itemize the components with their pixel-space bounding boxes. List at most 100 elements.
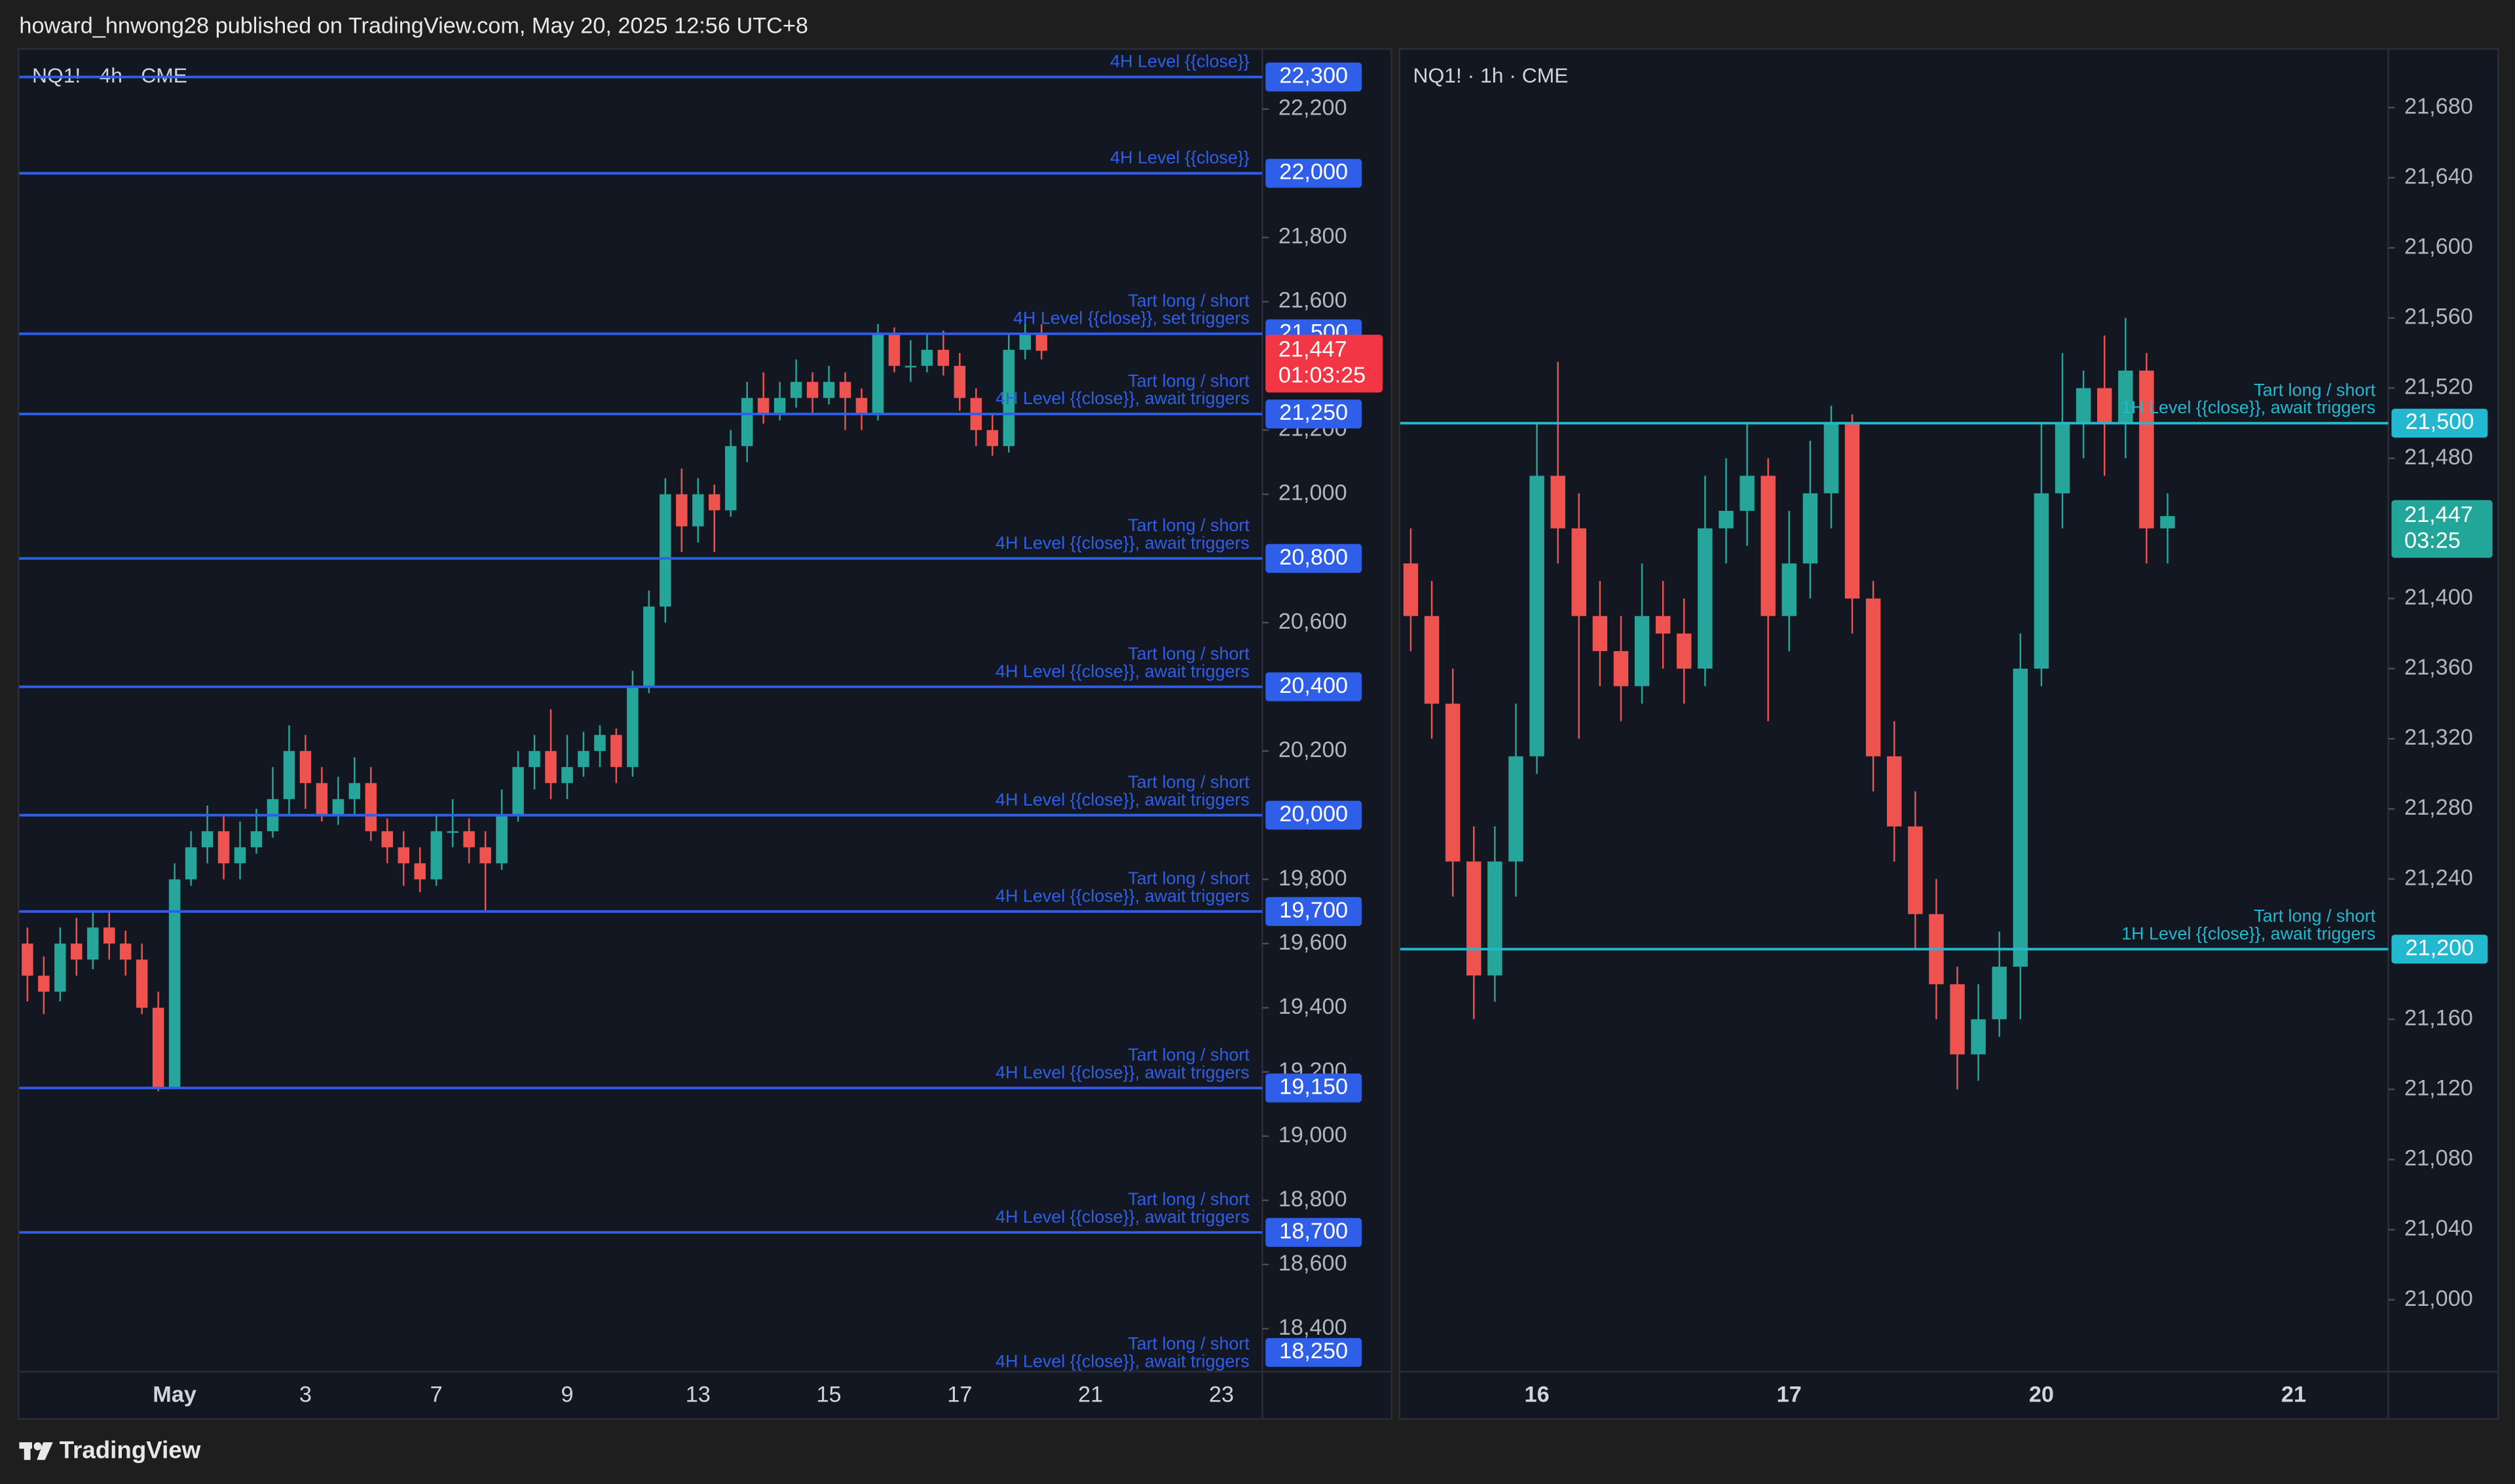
candle-body bbox=[1865, 598, 1881, 756]
candle-body bbox=[430, 831, 442, 880]
x-tick-label: 7 bbox=[430, 1382, 443, 1407]
y-tick-label: 21,600 bbox=[2404, 234, 2473, 259]
y-tick-label: 21,640 bbox=[2404, 164, 2473, 189]
logo-slash bbox=[37, 1442, 53, 1460]
candle-body bbox=[709, 494, 720, 511]
candle-body bbox=[87, 927, 99, 960]
x-tick-label: 15 bbox=[816, 1382, 841, 1407]
logo-stem bbox=[24, 1442, 31, 1460]
level-price-label: 18,700 bbox=[1279, 1219, 1348, 1244]
candle-body bbox=[2013, 668, 2028, 967]
level-text: Tart long / short bbox=[1128, 644, 1250, 663]
x-tick-label: 13 bbox=[686, 1382, 711, 1407]
candle-body bbox=[529, 751, 540, 768]
candle-body bbox=[986, 430, 999, 447]
level-text: 4H Level {{close}}, await triggers bbox=[996, 388, 1250, 408]
candle-body bbox=[954, 365, 966, 398]
candle-body bbox=[365, 783, 377, 832]
candle-body bbox=[348, 783, 361, 800]
candle-body bbox=[316, 783, 328, 815]
candle-body bbox=[904, 365, 917, 368]
candle-body bbox=[545, 751, 557, 783]
countdown-label: 03:25 bbox=[2404, 528, 2461, 553]
y-tick-label: 21,520 bbox=[2404, 375, 2473, 399]
candle-body bbox=[855, 398, 868, 415]
level-price-label: 21,200 bbox=[2405, 935, 2474, 960]
candle-body bbox=[1487, 861, 1502, 976]
logo-dot bbox=[33, 1442, 42, 1451]
y-tick-label: 19,000 bbox=[1278, 1122, 1347, 1147]
level-price-label: 21,250 bbox=[1279, 400, 1348, 425]
last-price-box bbox=[2391, 500, 2493, 558]
candle-body bbox=[757, 398, 770, 415]
candle-body bbox=[1571, 528, 1587, 616]
candle-body bbox=[1445, 703, 1461, 862]
candle-body bbox=[610, 735, 622, 768]
candle-body bbox=[1508, 756, 1523, 862]
level-price-box bbox=[1265, 1217, 1362, 1247]
y-tick-label: 18,400 bbox=[1278, 1315, 1347, 1340]
level-text: Tart long / short bbox=[2254, 380, 2375, 399]
candle-body bbox=[22, 943, 33, 976]
level-text: 4H Level {{close}}, await triggers bbox=[996, 790, 1250, 809]
level-price-box bbox=[1265, 897, 1362, 926]
y-tick-label: 20,600 bbox=[1278, 609, 1347, 634]
candle-body bbox=[594, 735, 606, 751]
level-price-box bbox=[1265, 544, 1362, 573]
level-text: 4H Level {{close}}, await triggers bbox=[996, 533, 1250, 553]
last-price-label: 21,447 bbox=[2404, 502, 2473, 527]
y-tick-label: 21,000 bbox=[2404, 1286, 2473, 1311]
last-price-label: 21,447 bbox=[1278, 337, 1347, 362]
candle-body bbox=[1019, 333, 1031, 350]
candle-body bbox=[103, 927, 115, 944]
candle-body bbox=[1592, 616, 1608, 652]
level-text: Tart long / short bbox=[1128, 515, 1250, 535]
level-text: Tart long / short bbox=[2254, 906, 2375, 925]
candle-body bbox=[136, 959, 148, 1008]
candle-body bbox=[1719, 511, 1734, 529]
candle-body bbox=[1992, 967, 2007, 1020]
candle-body bbox=[1823, 423, 1839, 494]
level-price-box bbox=[2391, 409, 2488, 438]
y-tick-label: 21,400 bbox=[2404, 585, 2473, 610]
candle-body bbox=[1802, 493, 1818, 564]
x-tick-label: 17 bbox=[1777, 1382, 1802, 1407]
y-tick-label: 21,080 bbox=[2404, 1146, 2473, 1171]
candle-body bbox=[1655, 616, 1671, 634]
x-tick-label: 23 bbox=[1209, 1382, 1234, 1407]
candle-body bbox=[1677, 633, 1692, 669]
level-text: 4H Level {{close}}, await triggers bbox=[996, 661, 1250, 681]
y-tick-label: 19,400 bbox=[1278, 994, 1347, 1019]
candle-body bbox=[2160, 516, 2175, 529]
y-tick-label: 21,280 bbox=[2404, 795, 2473, 820]
y-tick-label: 21,160 bbox=[2404, 1005, 2473, 1030]
candle-body bbox=[2076, 388, 2091, 424]
level-price-label: 19,150 bbox=[1279, 1074, 1348, 1099]
level-price-box bbox=[2391, 935, 2488, 964]
candle-body bbox=[578, 751, 589, 768]
candle-body bbox=[839, 382, 851, 398]
candle-body bbox=[38, 975, 50, 992]
x-tick-label: 3 bbox=[299, 1382, 312, 1407]
level-text: 4H Level {{close}}, set triggers bbox=[1013, 308, 1250, 328]
candle-body bbox=[201, 831, 214, 847]
candle-body bbox=[332, 799, 345, 815]
level-price-label: 22,300 bbox=[1279, 64, 1348, 88]
candle-body bbox=[1613, 651, 1629, 686]
candle-body bbox=[2118, 370, 2133, 424]
candle-body bbox=[1908, 826, 1923, 914]
candle-body bbox=[1424, 616, 1440, 704]
candle-body bbox=[627, 686, 639, 768]
candle-body bbox=[1760, 475, 1776, 616]
level-price-label: 20,000 bbox=[1279, 802, 1348, 826]
level-text: 4H Level {{close}} bbox=[1110, 52, 1250, 71]
candle-body bbox=[168, 879, 181, 1088]
candle-body bbox=[152, 1007, 164, 1088]
candle-body bbox=[1035, 333, 1047, 351]
level-text: 1H Level {{close}}, await triggers bbox=[2121, 398, 2375, 417]
x-tick-label: 17 bbox=[947, 1382, 972, 1407]
brand: TradingView bbox=[60, 1437, 201, 1464]
candle-body bbox=[398, 847, 409, 864]
y-tick-label: 18,600 bbox=[1278, 1251, 1347, 1276]
candle-body bbox=[1634, 616, 1650, 686]
